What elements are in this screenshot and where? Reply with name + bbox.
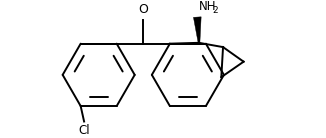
Text: O: O xyxy=(138,3,148,16)
Text: NH: NH xyxy=(199,0,216,13)
Text: 2: 2 xyxy=(213,6,218,14)
Text: Cl: Cl xyxy=(78,124,90,137)
Polygon shape xyxy=(193,17,201,43)
